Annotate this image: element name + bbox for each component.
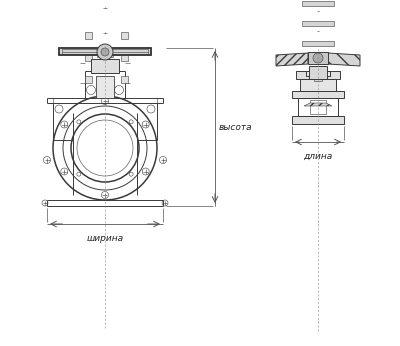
Bar xyxy=(302,41,334,46)
Circle shape xyxy=(97,44,113,60)
Bar xyxy=(91,59,119,73)
Bar xyxy=(85,54,92,61)
Bar xyxy=(292,116,344,124)
Text: ширина: ширина xyxy=(86,234,124,243)
Bar xyxy=(97,48,113,57)
Bar xyxy=(308,52,328,64)
Bar xyxy=(302,21,334,26)
Circle shape xyxy=(313,53,323,63)
Bar xyxy=(310,100,326,114)
Bar xyxy=(306,71,330,76)
Polygon shape xyxy=(328,53,360,66)
Bar xyxy=(59,48,151,55)
Bar xyxy=(314,71,322,81)
Bar xyxy=(96,76,114,98)
Bar xyxy=(121,76,128,83)
Bar xyxy=(296,71,340,79)
Bar xyxy=(96,76,114,98)
Bar xyxy=(292,91,344,98)
Circle shape xyxy=(101,48,109,56)
Bar xyxy=(121,54,128,61)
Bar xyxy=(85,32,92,39)
Polygon shape xyxy=(304,103,332,106)
Bar xyxy=(309,66,327,79)
Bar xyxy=(59,48,151,55)
Bar xyxy=(300,79,336,91)
Bar xyxy=(298,98,338,116)
Bar xyxy=(85,76,92,83)
Bar xyxy=(62,49,148,54)
Bar xyxy=(121,32,128,39)
Bar xyxy=(302,58,334,63)
Polygon shape xyxy=(276,53,308,66)
Text: высота: высота xyxy=(219,122,253,131)
Bar xyxy=(302,1,334,6)
Text: длина: длина xyxy=(303,152,333,161)
